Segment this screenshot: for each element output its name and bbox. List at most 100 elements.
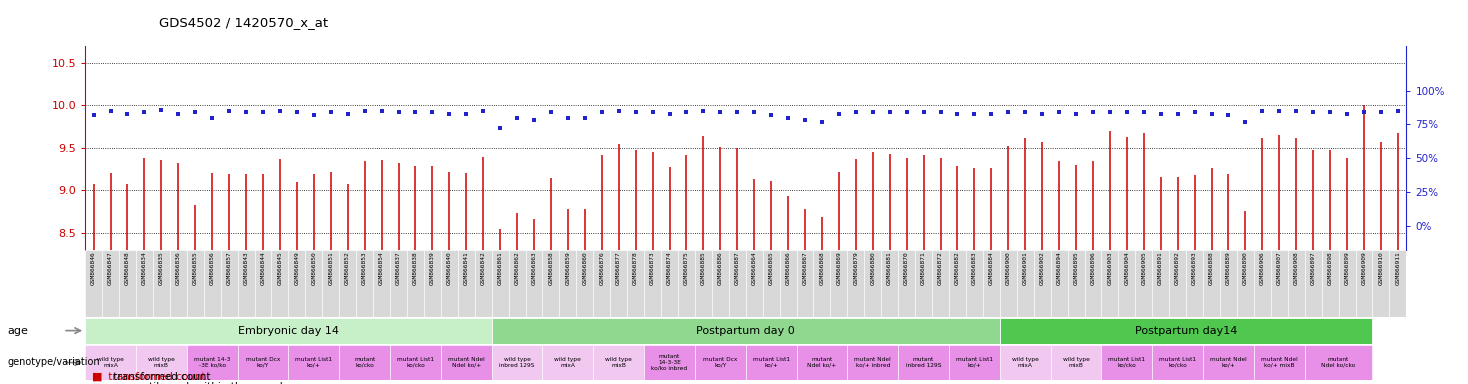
Text: GSM866844: GSM866844 bbox=[260, 252, 266, 285]
Point bbox=[759, 112, 782, 118]
Text: GSM866909: GSM866909 bbox=[1361, 252, 1367, 285]
Bar bbox=[407, 250, 424, 317]
Point bbox=[539, 109, 562, 115]
Point bbox=[404, 109, 427, 115]
Bar bbox=[1186, 250, 1204, 317]
Bar bbox=[865, 250, 881, 317]
Bar bbox=[323, 250, 339, 317]
Text: GSM866911: GSM866911 bbox=[1396, 252, 1400, 285]
Bar bbox=[898, 345, 948, 380]
Point bbox=[1386, 108, 1409, 114]
Point bbox=[929, 109, 953, 115]
Bar bbox=[85, 345, 137, 380]
Text: GSM866871: GSM866871 bbox=[920, 252, 926, 285]
Text: age: age bbox=[7, 326, 28, 336]
Text: Embryonic day 14: Embryonic day 14 bbox=[238, 326, 339, 336]
Text: mutant
ko/cko: mutant ko/cko bbox=[354, 357, 376, 368]
Bar bbox=[1220, 250, 1238, 317]
Text: mutant List1
ko/cko: mutant List1 ko/cko bbox=[1160, 357, 1196, 368]
Text: wild type
mixA: wild type mixA bbox=[555, 357, 581, 368]
Bar bbox=[1373, 250, 1389, 317]
Bar bbox=[1389, 250, 1406, 317]
Point bbox=[386, 109, 410, 115]
Point bbox=[1199, 111, 1223, 117]
Text: mutant List1
ko/+: mutant List1 ko/+ bbox=[295, 357, 332, 368]
Bar bbox=[1321, 250, 1339, 317]
Bar bbox=[204, 250, 220, 317]
Point bbox=[352, 108, 376, 114]
Bar bbox=[611, 250, 627, 317]
Text: ■: ■ bbox=[92, 382, 103, 384]
Point bbox=[793, 117, 816, 123]
Bar bbox=[1287, 250, 1305, 317]
Bar bbox=[1254, 250, 1271, 317]
Bar bbox=[797, 345, 847, 380]
Bar bbox=[593, 250, 611, 317]
Bar bbox=[390, 345, 440, 380]
Text: GSM866856: GSM866856 bbox=[210, 252, 214, 285]
Bar bbox=[288, 345, 339, 380]
Bar bbox=[797, 250, 813, 317]
Bar bbox=[1017, 250, 1033, 317]
Bar bbox=[1204, 345, 1254, 380]
Point bbox=[319, 109, 342, 115]
Text: GSM866893: GSM866893 bbox=[1192, 252, 1196, 285]
Point bbox=[116, 111, 139, 117]
Bar bbox=[458, 250, 474, 317]
Point bbox=[302, 112, 326, 118]
Bar bbox=[746, 345, 797, 380]
Point bbox=[1064, 111, 1088, 117]
Bar bbox=[492, 250, 508, 317]
Bar bbox=[1305, 250, 1321, 317]
Text: GSM866894: GSM866894 bbox=[1057, 252, 1061, 285]
Point bbox=[675, 109, 699, 115]
Point bbox=[217, 108, 241, 114]
Text: mutant Dcx
ko/Y: mutant Dcx ko/Y bbox=[703, 357, 737, 368]
Bar bbox=[1000, 345, 1051, 380]
Point bbox=[912, 109, 935, 115]
Bar bbox=[1051, 345, 1101, 380]
Point bbox=[1318, 109, 1342, 115]
Text: mutant
inbred 129S: mutant inbred 129S bbox=[906, 357, 941, 368]
Point bbox=[979, 111, 1003, 117]
Bar bbox=[543, 250, 559, 317]
Bar bbox=[1204, 250, 1220, 317]
Bar bbox=[1254, 345, 1305, 380]
Bar bbox=[543, 345, 593, 380]
Text: GSM866843: GSM866843 bbox=[244, 252, 248, 285]
Text: GSM866872: GSM866872 bbox=[938, 252, 942, 285]
Bar bbox=[627, 250, 644, 317]
Text: GSM866834: GSM866834 bbox=[142, 252, 147, 285]
Bar bbox=[694, 345, 746, 380]
Text: mutant 14-3
-3E ko/ko: mutant 14-3 -3E ko/ko bbox=[194, 357, 230, 368]
Bar bbox=[728, 250, 746, 317]
Text: GSM866898: GSM866898 bbox=[1327, 252, 1333, 285]
Point bbox=[201, 114, 225, 121]
Text: GSM866903: GSM866903 bbox=[1107, 252, 1113, 285]
Text: GSM866896: GSM866896 bbox=[1091, 252, 1095, 285]
Text: GSM866864: GSM866864 bbox=[752, 252, 756, 285]
Bar bbox=[1000, 250, 1017, 317]
Text: GSM866888: GSM866888 bbox=[1210, 252, 1214, 285]
Bar bbox=[831, 250, 847, 317]
Bar bbox=[577, 250, 593, 317]
Bar bbox=[813, 250, 831, 317]
Point bbox=[82, 112, 106, 118]
Point bbox=[1267, 108, 1290, 114]
Text: GSM866906: GSM866906 bbox=[1260, 252, 1265, 285]
Text: GSM866848: GSM866848 bbox=[125, 252, 131, 285]
Point bbox=[844, 109, 868, 115]
Bar bbox=[424, 250, 440, 317]
Text: GSM866851: GSM866851 bbox=[329, 252, 333, 285]
Bar bbox=[1101, 345, 1152, 380]
Bar bbox=[661, 250, 678, 317]
Text: mutant List1
ko/+: mutant List1 ko/+ bbox=[956, 357, 992, 368]
Point bbox=[1370, 109, 1393, 115]
Text: GSM866861: GSM866861 bbox=[498, 252, 502, 285]
Text: GSM866857: GSM866857 bbox=[226, 252, 232, 285]
Bar bbox=[254, 250, 272, 317]
Text: mutant Ndel
Ndel ko/+: mutant Ndel Ndel ko/+ bbox=[448, 357, 484, 368]
Text: mutant
Ndel ko/cko: mutant Ndel ko/cko bbox=[1321, 357, 1356, 368]
Text: GSM866835: GSM866835 bbox=[159, 252, 164, 285]
Point bbox=[691, 108, 715, 114]
